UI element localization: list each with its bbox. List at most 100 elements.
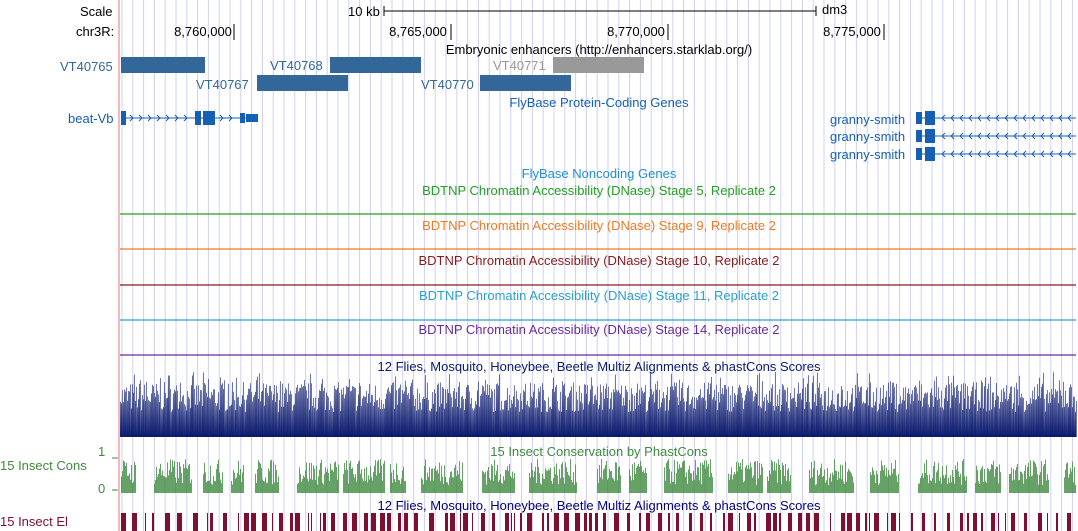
strand-arrow [977, 132, 982, 140]
gene-exon-granny-smith-3 [925, 147, 935, 161]
scale-bar-label: 10 kb [348, 4, 380, 19]
strand-arrow [950, 132, 955, 140]
strand-arrow [165, 114, 170, 122]
strand-arrow [968, 114, 973, 122]
strand-arrow [147, 114, 152, 122]
strand-arrow [986, 150, 991, 158]
track-title-multiz[interactable]: 12 Flies, Mosquito, Honeybee, Beetle Mul… [377, 359, 821, 374]
strand-arrow [1022, 132, 1027, 140]
strand-arrow [1067, 150, 1072, 158]
strand-arrow [995, 114, 1000, 122]
track-title-dnase-stage10[interactable]: BDTNP Chromatin Accessibility (DNase) St… [418, 253, 780, 268]
tick-label-2: 8,765,000 [389, 24, 447, 39]
scale-label: Scale [80, 4, 113, 19]
gene-label-granny-smith-2[interactable]: granny-smith [830, 129, 906, 144]
track-title-phastcons[interactable]: 15 Insect Conservation by PhastCons [490, 444, 708, 459]
track-title-dnase-stage9[interactable]: BDTNP Chromatin Accessibility (DNase) St… [422, 218, 776, 233]
strand-arrow [986, 114, 991, 122]
gene-exon-granny-smith-2 [925, 129, 935, 143]
strand-arrow [968, 132, 973, 140]
strand-arrow [1049, 132, 1054, 140]
strand-arrow [1058, 150, 1063, 158]
phastcons-side-label[interactable]: 15 Insect Cons [0, 458, 87, 473]
strand-arrow [1031, 150, 1036, 158]
gene-exon-granny-smith-2 [916, 130, 922, 142]
strand-arrow [174, 114, 179, 122]
gene-exon-granny-smith-3 [916, 148, 922, 160]
gene-exon-beat-vb [195, 111, 201, 125]
enhancer-block-vt40768 [330, 57, 421, 73]
track-title-flybase-coding[interactable]: FlyBase Protein-Coding Genes [509, 95, 689, 110]
strand-arrow [1022, 150, 1027, 158]
gene-exon-beat-vb [246, 114, 258, 122]
strand-arrow [1013, 132, 1018, 140]
strand-arrow [1004, 150, 1009, 158]
conserved-elements-bars [121, 513, 1071, 531]
strand-arrow [228, 114, 233, 122]
strand-arrow [968, 150, 973, 158]
strand-arrow [183, 114, 188, 122]
strand-arrow [156, 114, 161, 122]
strand-arrow [941, 150, 946, 158]
strand-arrow [1004, 114, 1009, 122]
enhancer-block-vt40771 [553, 57, 644, 73]
tick-label-1: 8,760,000 [174, 24, 232, 39]
elements-side-label[interactable]: 15 Insect El [0, 514, 68, 529]
strand-arrow [1040, 150, 1045, 158]
strand-arrow [138, 114, 143, 122]
tick-label-4: 8,775,000 [823, 24, 881, 39]
strand-arrow [129, 114, 134, 122]
enhancer-block-vt40767 [257, 75, 348, 91]
enhancer-label-vt40771[interactable]: VT40771 [493, 58, 546, 73]
gene-exon-granny-smith-1 [925, 111, 935, 125]
strand-arrow [1067, 114, 1072, 122]
gene-label-beat-vb[interactable]: beat-Vb [68, 111, 114, 126]
track-title-dnase-stage5[interactable]: BDTNP Chromatin Accessibility (DNase) St… [422, 183, 776, 198]
strand-arrow [977, 150, 982, 158]
strand-arrow [1013, 150, 1018, 158]
strand-arrow [1040, 114, 1045, 122]
strand-arrow [950, 150, 955, 158]
enhancer-label-vt40768[interactable]: VT40768 [270, 58, 323, 73]
track-title-multiz-2[interactable]: 12 Flies, Mosquito, Honeybee, Beetle Mul… [377, 498, 821, 513]
track-title-dnase-stage14[interactable]: BDTNP Chromatin Accessibility (DNase) St… [418, 322, 780, 337]
gene-exon-beat-vb [203, 111, 215, 125]
strand-arrow [1031, 114, 1036, 122]
phastcons-axis-max: 1 [98, 444, 106, 459]
multiz-conservation-plot [120, 372, 1077, 437]
track-title-enhancers[interactable]: Embryonic enhancers (http://enhancers.st… [445, 42, 753, 57]
strand-arrow [959, 114, 964, 122]
enhancer-block-vt40770 [480, 75, 571, 91]
strand-arrow [986, 132, 991, 140]
enhancer-label-vt40765[interactable]: VT40765 [60, 59, 113, 74]
strand-arrow [941, 114, 946, 122]
gene-label-granny-smith-3[interactable]: granny-smith [830, 147, 906, 162]
strand-arrow [1031, 132, 1036, 140]
strand-arrow [959, 150, 964, 158]
strand-arrow [950, 114, 955, 122]
phastcons-plot [121, 459, 1076, 493]
strand-arrow [995, 150, 1000, 158]
strand-arrow [1022, 114, 1027, 122]
strand-arrow [977, 114, 982, 122]
gene-exon-beat-vb [240, 113, 245, 123]
strand-arrow [941, 132, 946, 140]
strand-arrow [959, 132, 964, 140]
enhancer-label-vt40767[interactable]: VT40767 [196, 77, 249, 92]
strand-arrow [995, 132, 1000, 140]
strand-arrow [219, 114, 224, 122]
enhancer-label-vt40770[interactable]: VT40770 [421, 77, 474, 92]
strand-arrow [1058, 132, 1063, 140]
strand-arrow [1058, 114, 1063, 122]
gene-exon-granny-smith-1 [916, 112, 922, 124]
track-title-dnase-stage11[interactable]: BDTNP Chromatin Accessibility (DNase) St… [418, 288, 780, 303]
enhancer-block-vt40765 [121, 57, 205, 73]
strand-arrow [1067, 132, 1072, 140]
track-title-flybase-noncoding[interactable]: FlyBase Noncoding Genes [521, 166, 677, 181]
gene-label-granny-smith-1[interactable]: granny-smith [830, 112, 906, 127]
gene-exon-beat-vb [121, 111, 126, 125]
phastcons-axis-min: 0 [98, 481, 106, 496]
chrom-label: chr3R: [76, 24, 115, 39]
strand-arrow [1040, 132, 1045, 140]
